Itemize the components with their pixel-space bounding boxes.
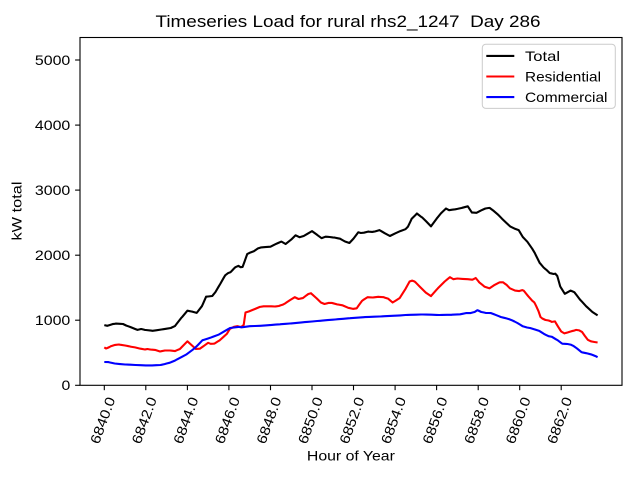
svg-text:1000: 1000 [35,312,71,328]
svg-text:Hour of Year: Hour of Year [307,448,395,464]
svg-text:0: 0 [62,377,71,393]
svg-text:3000: 3000 [35,182,71,198]
svg-text:Commercial: Commercial [525,89,608,105]
svg-text:Total: Total [525,48,560,64]
svg-text:kW total: kW total [9,182,25,241]
svg-text:5000: 5000 [35,52,71,68]
svg-text:Timeseries Load for rural rhs2: Timeseries Load for rural rhs2_1247 Day … [156,12,541,31]
svg-text:Residential: Residential [525,68,601,84]
svg-text:4000: 4000 [35,117,71,133]
svg-text:2000: 2000 [35,247,71,263]
